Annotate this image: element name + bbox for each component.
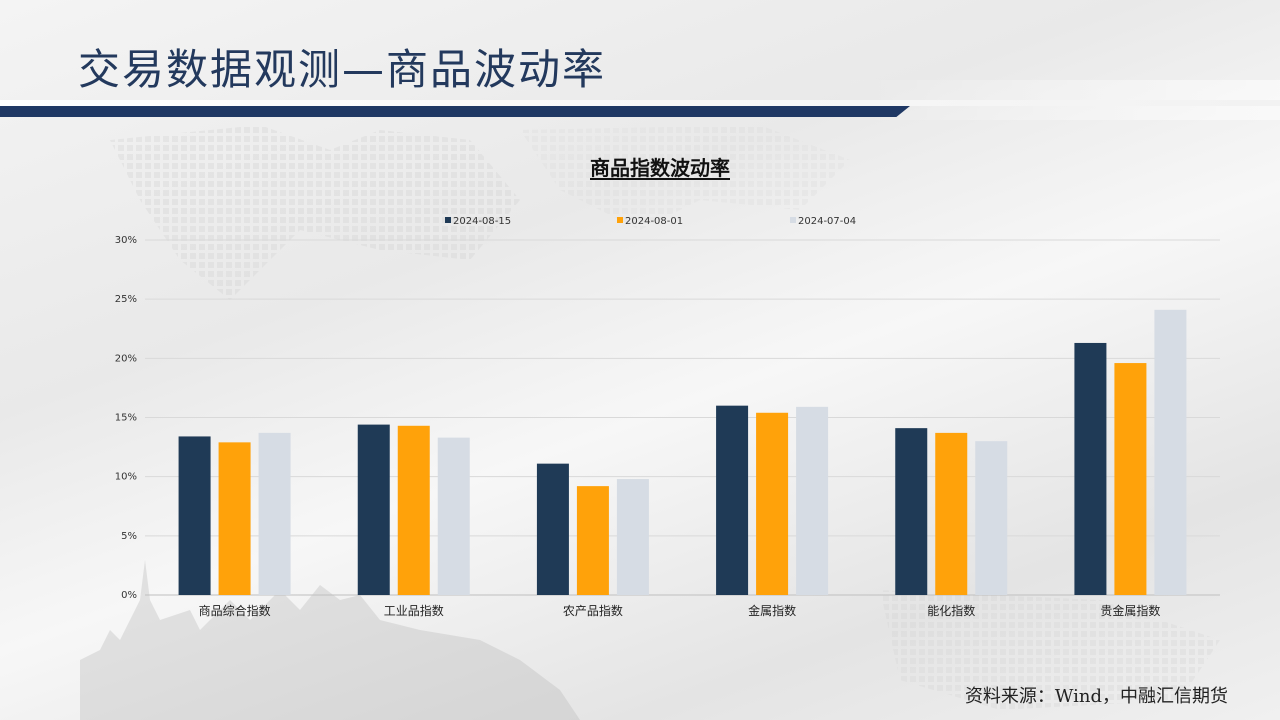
bar [935, 432, 968, 595]
x-category-label: 金属指数 [748, 603, 796, 618]
title-underline-bar [0, 106, 910, 117]
bar [437, 437, 470, 595]
legend-label: 2024-08-01 [625, 216, 683, 227]
source-note: 资料来源：Wind，中融汇信期货 [964, 686, 1228, 707]
bar [756, 412, 789, 595]
slide-title: 交易数据观测—商品波动率 [78, 45, 607, 94]
bar [716, 405, 749, 595]
x-axis-categories: 商品综合指数 工业品指数 农产品指数 金属指数 能化指数 贵金属指数 [199, 603, 1161, 618]
bar [616, 479, 649, 595]
x-category-label: 能化指数 [927, 603, 975, 618]
legend-swatch [445, 217, 451, 223]
bar [975, 441, 1008, 595]
y-axis-ticks: 0% 5% 10% 15% 20% 25% 30% [115, 235, 137, 601]
legend: 2024-08-15 2024-08-01 2024-07-04 [445, 216, 856, 227]
bar [576, 486, 609, 595]
bar [536, 463, 569, 595]
y-tick-label: 20% [115, 353, 137, 364]
legend-swatch [790, 217, 796, 223]
legend-swatch [617, 217, 623, 223]
y-tick-label: 5% [121, 531, 137, 542]
y-tick-label: 25% [115, 294, 137, 305]
bar [1154, 309, 1187, 595]
bar [178, 436, 211, 595]
bars [178, 309, 1187, 595]
bar [397, 425, 430, 595]
y-tick-label: 15% [115, 413, 137, 424]
x-category-label: 工业品指数 [384, 603, 444, 618]
bar [357, 424, 390, 595]
title-underline-light [0, 100, 1280, 106]
x-category-label: 农产品指数 [563, 603, 623, 618]
bar [1114, 363, 1147, 595]
bar [218, 442, 251, 595]
y-tick-label: 30% [115, 235, 137, 246]
x-category-label: 商品综合指数 [199, 603, 271, 618]
chart-title: 商品指数波动率 [590, 156, 730, 180]
legend-label: 2024-07-04 [798, 216, 856, 227]
legend-label: 2024-08-15 [453, 216, 511, 227]
bar [895, 428, 928, 595]
y-tick-label: 10% [115, 472, 137, 483]
y-tick-label: 0% [121, 590, 137, 601]
bar [258, 432, 291, 595]
bar [1074, 342, 1107, 595]
gridlines [145, 239, 1220, 596]
x-category-label: 贵金属指数 [1100, 603, 1160, 618]
bar [796, 406, 829, 595]
